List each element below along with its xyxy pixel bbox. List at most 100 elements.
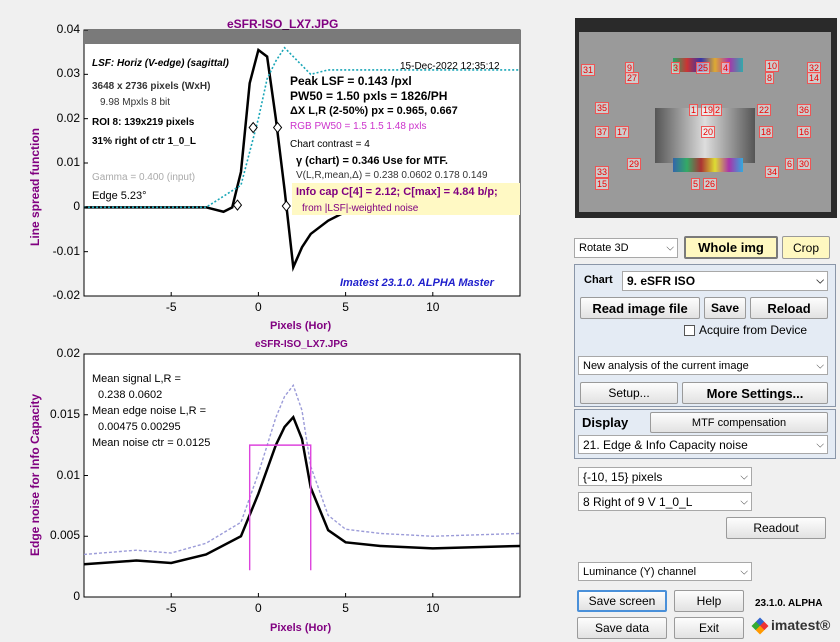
color-patches-bottom	[673, 158, 743, 172]
chevron-down-icon: ⌵	[816, 275, 824, 287]
roi-value: 8 Right of 9 V 1_0_L	[583, 494, 693, 509]
noise-series-lavender	[83, 383, 521, 556]
chart-roi-marker: 27	[625, 72, 640, 84]
reload-button[interactable]: Reload	[750, 297, 828, 319]
top-chart-title: eSFR-ISO_LX7.JPG	[227, 17, 339, 31]
info-pixels: 3648 x 2736 pixels (WxH)	[92, 81, 211, 92]
whole-img-button[interactable]: Whole img	[684, 236, 778, 259]
pw50: PW50 = 1.50 pxls = 1826/PH	[290, 89, 448, 103]
save-data-button[interactable]: Save data	[577, 617, 667, 639]
mean-signal-value: 0.238 0.0602	[98, 389, 163, 401]
read-image-button[interactable]: Read image file	[580, 297, 700, 319]
info-edge: Edge 5.23°	[92, 190, 147, 202]
bottom-x-tick-label: -5	[165, 601, 177, 615]
chart-roi-marker: 26	[703, 178, 718, 190]
rgb-pw50: RGB PW50 = 1.5 1.5 1.48 pxls	[290, 121, 427, 132]
imatest-logo-icon	[751, 617, 769, 635]
chart-roi-marker: 20	[701, 126, 716, 138]
chevron-down-icon: ⌵	[666, 242, 674, 254]
noise-series-0	[83, 414, 521, 566]
chart-roi-marker: 17	[615, 126, 630, 138]
more-settings-button[interactable]: More Settings...	[682, 382, 828, 404]
noise-bracket	[248, 444, 312, 571]
lsf-marker	[232, 199, 243, 211]
top-y-tick-label: 0.01	[56, 155, 80, 169]
bottom-y-tick-label: 0.01	[56, 467, 80, 482]
info-cap: Info cap C[4] = 2.12; C[max] = 4.84 b/p;	[296, 186, 498, 198]
save-screen-button[interactable]: Save screen	[577, 590, 667, 612]
range-dropdown[interactable]: {-10, 15} pixels ⌵	[578, 467, 752, 486]
range-value: {-10, 15} pixels	[583, 469, 663, 484]
chevron-down-icon: ⌵	[816, 360, 824, 371]
chevron-down-icon: ⌵	[740, 496, 748, 507]
info-roi: ROI 8: 139x219 pixels	[92, 117, 195, 128]
acquire-checkbox[interactable]	[684, 325, 695, 336]
top-chart-plot	[83, 29, 521, 297]
rotate-value: Rotate 3D	[579, 242, 629, 254]
top-y-tick-label: 0.02	[56, 110, 80, 125]
chart-roi-marker: 33	[595, 166, 610, 178]
chart-roi-marker: 2	[713, 104, 723, 116]
display-value: 21. Edge & Info Capacity noise	[583, 437, 748, 452]
display-dropdown[interactable]: 21. Edge & Info Capacity noise ⌵	[578, 435, 828, 454]
lsf-marker	[281, 200, 291, 212]
lsf-marker	[272, 121, 283, 134]
info-date: 15-Dec-2022 12:35:12	[400, 61, 500, 72]
info-position: 31% right of ctr 1_0_L	[92, 136, 196, 147]
info-cap-box	[292, 183, 520, 215]
lsf-marker	[248, 121, 258, 134]
chart-roi-marker: 16	[797, 126, 812, 138]
top-x-tick-label: 10	[426, 300, 440, 314]
save-button[interactable]: Save	[704, 297, 746, 319]
mtf-compensation-button[interactable]: MTF compensation	[650, 412, 828, 433]
bottom-y-tick-label: 0.005	[49, 528, 80, 543]
chevron-down-icon: ⌵	[740, 471, 748, 482]
mean-signal-label: Mean signal L,R =	[92, 373, 181, 385]
help-button[interactable]: Help	[674, 590, 744, 612]
delta-x: ΔX L,R (2-50%) px = 0.965, 0.667	[290, 105, 458, 117]
chart-roi-marker: 35	[595, 102, 610, 114]
chart-roi-marker: 34	[765, 166, 780, 178]
gamma-chart: γ (chart) = 0.346 Use for MTF.	[296, 155, 448, 167]
exit-button[interactable]: Exit	[674, 617, 744, 639]
peak-lsf: Peak LSF = 0.143 /pxl	[290, 74, 412, 88]
chart-roi-marker: 1	[689, 104, 699, 116]
roi-dropdown[interactable]: 8 Right of 9 V 1_0_L ⌵	[578, 492, 752, 511]
mean-noise-ctr: Mean noise ctr = 0.0125	[92, 437, 211, 449]
chart-roi-marker: 14	[807, 72, 822, 84]
chart-dropdown[interactable]: 9. eSFR ISO ⌵	[622, 271, 828, 291]
crop-button[interactable]: Crop	[782, 236, 830, 259]
top-y-tick-label: 0.04	[56, 22, 80, 36]
chart-roi-marker: 10	[765, 60, 780, 72]
channel-value: Luminance (Y) channel	[583, 565, 697, 578]
top-x-tick-label: -5	[165, 300, 177, 314]
chart-contrast: Chart contrast = 4	[290, 139, 370, 150]
setup-button[interactable]: Setup...	[580, 382, 678, 404]
top-x-tick-label: 0	[255, 300, 262, 314]
chart-roi-marker: 5	[691, 178, 701, 190]
bottom-x-axis-label: Pixels (Hor)	[270, 622, 332, 634]
readout-button[interactable]: Readout	[726, 517, 826, 539]
chart-roi-marker: 15	[595, 178, 610, 190]
chart-roi-marker: 8	[765, 72, 775, 84]
bottom-x-tick-label: 5	[342, 601, 349, 615]
chart-roi-marker: 18	[759, 126, 774, 138]
chart-roi-marker: 29	[627, 158, 642, 170]
chart-roi-marker: 22	[757, 104, 772, 116]
imatest-logo: imatest®	[771, 617, 831, 633]
analysis-dropdown[interactable]: New analysis of the current image ⌵	[578, 356, 828, 375]
display-label: Display	[582, 415, 629, 430]
chart-thumbnail[interactable]: 31 9 3 25 4 10 32 27 8 14 35 1 19 2 22 36 37 17 20 18 16 29 6 3…	[575, 18, 837, 218]
channel-dropdown[interactable]: Luminance (Y) channel ⌵	[578, 562, 752, 581]
analysis-value: New analysis of the current image	[583, 359, 749, 372]
chart-roi-marker: 30	[797, 158, 812, 170]
chart-label: Chart	[584, 274, 613, 286]
bottom-y-tick-label: 0	[73, 589, 80, 603]
chart-roi-marker: 3	[671, 62, 681, 74]
lsf-series-1	[84, 46, 520, 209]
bottom-x-tick-label: 0	[255, 601, 262, 615]
rotate-dropdown[interactable]: Rotate 3D ⌵	[574, 238, 678, 258]
bottom-chart-title: eSFR-ISO_LX7.JPG	[255, 339, 348, 350]
bottom-x-tick-label: 10	[426, 601, 440, 615]
bottom-y-tick-label: 0.02	[56, 346, 80, 360]
